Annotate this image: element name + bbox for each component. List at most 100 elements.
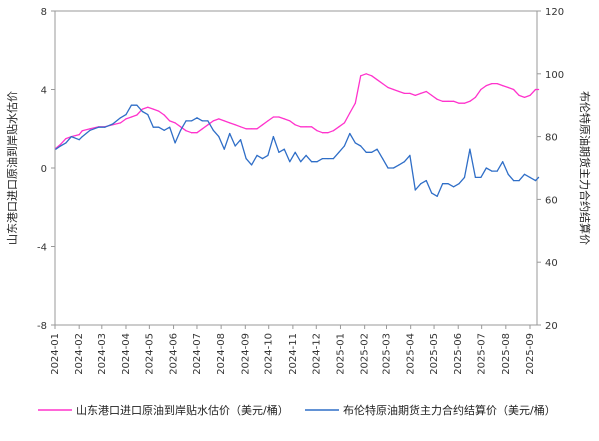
series-1-point [234,124,236,126]
series-1-point [365,73,367,75]
x-tick-label: 2024-05 [144,333,155,375]
series-1-point [212,120,214,122]
x-tick-label: 2025-09 [525,333,536,375]
series-1-point [463,102,466,104]
series-2-point [376,148,378,150]
left-tick-label: -4 [37,243,47,254]
series-2-point [119,117,122,119]
series-2-point [207,120,209,122]
series-2-point [442,183,444,185]
series-1-point [294,124,296,126]
series-1-point [152,108,154,110]
x-tick-label: 2024-01 [50,333,61,375]
series-2-point [104,126,106,128]
series-2-point [152,126,154,128]
series-2-point [251,164,253,166]
series-2-point [458,183,460,185]
series-1-point [480,88,482,91]
series-2-point [212,129,214,131]
x-tick-label: 2025-08 [501,333,512,375]
series-2-point [141,110,143,113]
series-1-point [414,94,416,96]
series-2-point [190,120,193,122]
series-2-point [431,192,433,194]
series-1-point [223,120,225,122]
series-2-point [414,189,416,191]
x-tick-label: 2024-09 [240,333,251,375]
series-1-point [278,116,280,118]
series-2-point [425,180,427,182]
series-1-point [442,100,444,102]
series-1-point [141,108,143,110]
series-1-point [403,92,405,94]
series-1-point [81,130,83,132]
x-tick-label: 2024-07 [192,333,203,375]
series-2-point [98,126,100,128]
series-1-point [256,128,258,130]
series-1-point [398,90,400,93]
series-2-point [59,145,62,147]
series-1-point [218,118,220,120]
series-2-point [316,161,318,163]
series-2-point [469,148,471,150]
series-1-point [305,126,307,128]
series-1-point [469,100,471,102]
series-2-point [387,167,389,169]
series-1-point [343,122,345,124]
series-1-point [321,132,324,134]
series-2-point [169,126,171,128]
series-2-point [491,170,493,172]
series-2-point [474,176,476,178]
series-2-point [55,148,57,150]
series-2-point [180,129,182,131]
series-2-point [158,126,160,128]
series-1-point [59,143,62,145]
series-1-point [174,122,176,124]
x-axis-ticks: 2024-01 2024-02 2024-03 2024-04 2024-05 2024-… [50,325,536,375]
series-2-point [354,142,356,144]
x-tick-label: 2025-07 [477,333,488,375]
series-2-point [147,114,149,116]
series-1-point [534,88,537,91]
series-1-point [496,83,498,85]
x-tick-label: 2024-04 [121,333,132,375]
series-line-2 [55,104,540,197]
series-2-point [513,180,515,182]
series-1-point [420,92,422,94]
series-1-point [300,126,302,128]
series-1-point [136,114,138,116]
series-1-point [130,116,132,118]
series-1-point [425,90,427,93]
series-1-point [289,120,291,122]
series-2-point [332,158,334,160]
left-tick-label: 4 [41,86,47,97]
series-1-point [518,94,520,96]
series-2-point [496,170,498,172]
series-1-point [502,85,504,87]
series-2-point [81,136,83,138]
legend-label-series-2: 布伦特原油期货主力合约结算价（美元/桶） [343,403,556,417]
series-1-point [158,110,160,112]
series-1-point [382,83,384,85]
x-tick-label: 2024-08 [216,333,227,375]
series-1-point [392,88,395,91]
series-2-point [365,151,367,153]
right-tick-label: 100 [545,70,564,81]
series-1-point [245,128,247,130]
legend-label-series-1: 山东港口进口原油到岸贴水估价（美元/桶） [76,403,289,417]
series-2-point [534,180,537,182]
series-2-point [436,195,438,197]
series-1-point [491,83,493,85]
left-axis-title: 山东港口进口原油到岸贴水估价 [5,91,19,245]
series-2-point [360,145,362,147]
series-2-point [518,180,520,182]
series-1-point [513,88,515,91]
left-axis-ticks: 8 4 0 -4 -8 [37,7,55,332]
series-1-point [376,79,378,81]
series-2-point [234,145,236,147]
series-1-point [251,128,253,130]
series-2-point [229,132,231,135]
series-2-point [463,176,466,178]
x-tick-label: 2024-02 [74,333,85,375]
series-2-point [245,158,247,160]
